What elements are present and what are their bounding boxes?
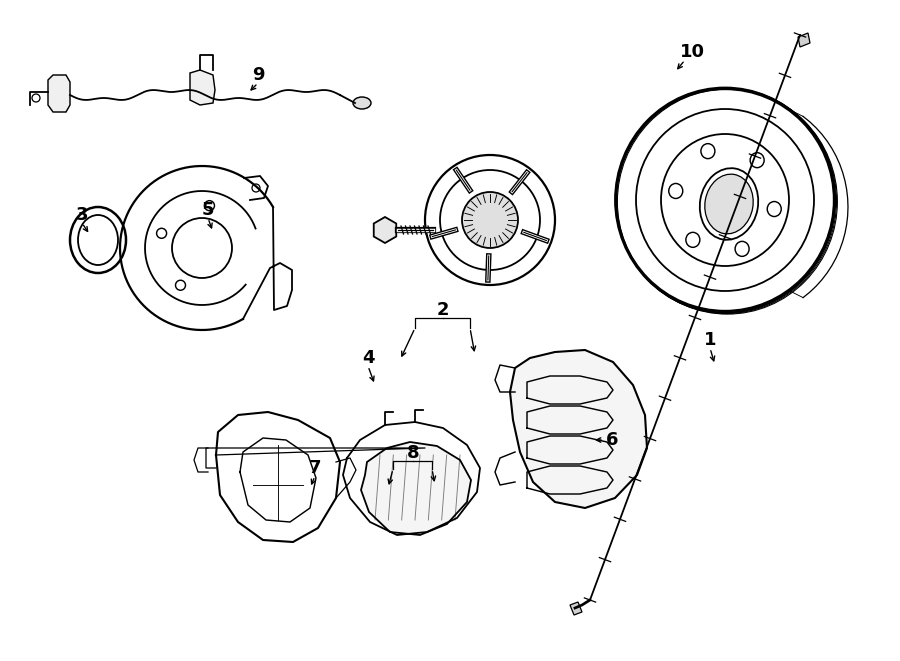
Polygon shape [361, 442, 471, 535]
Text: 5: 5 [202, 201, 214, 219]
Text: 6: 6 [606, 431, 618, 449]
Text: 8: 8 [407, 444, 419, 462]
Polygon shape [570, 602, 582, 615]
Polygon shape [374, 217, 396, 243]
Circle shape [462, 192, 518, 248]
Text: 9: 9 [252, 66, 265, 84]
Text: 4: 4 [362, 349, 374, 367]
Text: 3: 3 [76, 206, 88, 224]
Text: 2: 2 [436, 301, 449, 319]
Polygon shape [190, 70, 215, 105]
Polygon shape [510, 350, 647, 508]
Polygon shape [798, 33, 810, 47]
Ellipse shape [353, 97, 371, 109]
Polygon shape [48, 75, 70, 112]
Text: 1: 1 [704, 331, 716, 349]
Text: 7: 7 [309, 459, 321, 477]
Text: 10: 10 [680, 43, 705, 61]
Ellipse shape [705, 174, 753, 234]
